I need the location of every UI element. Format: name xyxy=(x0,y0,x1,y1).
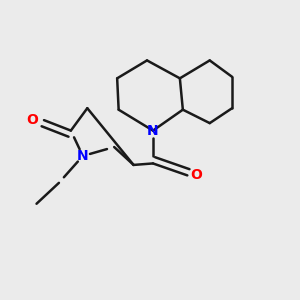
Text: N: N xyxy=(147,124,159,138)
Text: O: O xyxy=(190,168,202,182)
Text: O: O xyxy=(27,113,39,127)
Text: N: N xyxy=(77,149,88,163)
